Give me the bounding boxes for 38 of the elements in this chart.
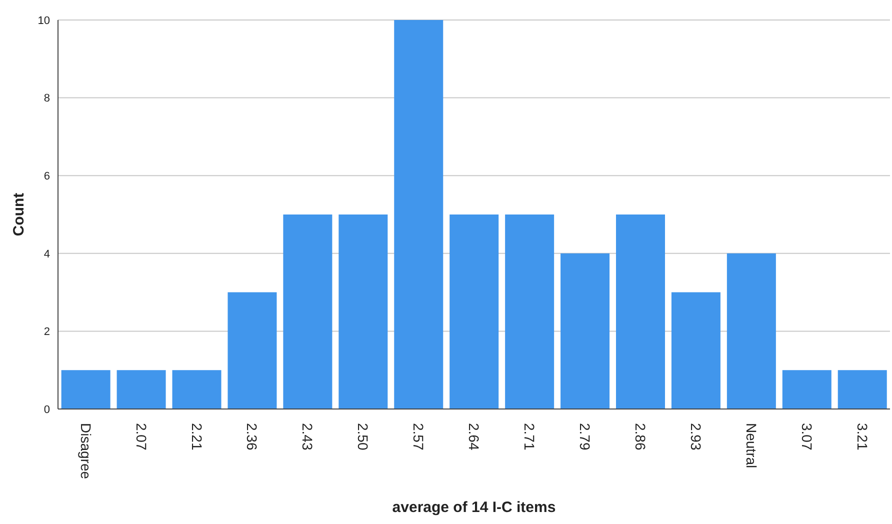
x-tick-label: 2.86	[632, 423, 648, 450]
bar	[671, 292, 720, 409]
bar	[172, 370, 222, 409]
x-tick-label: 2.79	[577, 423, 594, 450]
bar	[338, 214, 388, 409]
bar	[505, 214, 554, 409]
y-tick-label: 8	[44, 92, 50, 105]
y-tick-label: 6	[44, 170, 50, 183]
x-tick-label: 2.21	[188, 423, 205, 450]
x-tick-label: 2.57	[410, 423, 427, 450]
x-tick-label: 2.64	[466, 423, 482, 450]
x-tick-label: 3.21	[854, 423, 870, 450]
y-axis-title: Count	[10, 192, 28, 236]
bar	[838, 370, 887, 409]
x-tick-label: 3.07	[798, 423, 815, 450]
x-tick-label: 2.93	[688, 423, 704, 450]
x-tick-label: Disagree	[78, 423, 94, 480]
bar	[61, 370, 110, 409]
y-tick-label: 0	[44, 404, 50, 416]
x-tick-label: 2.36	[244, 423, 260, 450]
x-tick-label: 2.50	[355, 423, 372, 450]
x-tick-label: 2.07	[133, 423, 150, 450]
bar	[116, 370, 166, 409]
y-tick-label: 4	[44, 248, 50, 260]
bar	[228, 292, 277, 409]
x-axis-title: average of 14 I-C items	[392, 499, 556, 516]
bar	[394, 20, 444, 409]
x-tick-label: 2.43	[300, 423, 316, 450]
bar	[283, 214, 332, 409]
x-tick-label: 2.71	[522, 423, 538, 450]
y-tick-label: 2	[44, 326, 50, 338]
y-tick-label: 10	[38, 14, 50, 27]
bar	[616, 214, 665, 409]
bar	[726, 253, 776, 409]
bar	[450, 214, 499, 409]
bar	[782, 370, 832, 409]
bar	[560, 253, 610, 409]
x-tick-label: Neutral	[743, 423, 760, 468]
